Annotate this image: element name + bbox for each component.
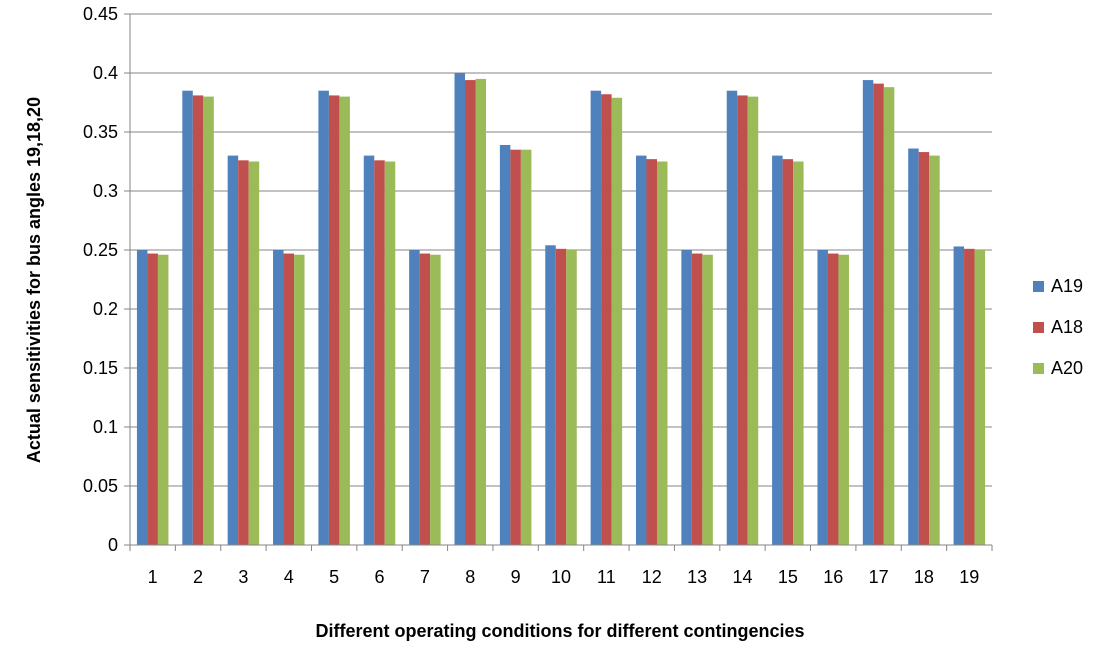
x-tick-label: 9 [511, 567, 521, 587]
y-tick-label: 0.2 [93, 299, 118, 319]
x-tick-label: 18 [914, 567, 934, 587]
bar-a19 [817, 250, 828, 545]
bar-a19 [545, 245, 556, 545]
bar-a18 [510, 149, 521, 545]
x-axis-title: Different operating conditions for diffe… [315, 621, 804, 641]
bar-a19 [227, 155, 239, 545]
x-tick-label: 14 [732, 567, 752, 587]
bar-a20 [929, 155, 940, 545]
x-tick-label: 12 [642, 567, 662, 587]
bar-a20 [702, 254, 713, 545]
x-tick-label: 15 [778, 567, 798, 587]
bar-a18 [918, 152, 930, 545]
bar-a18 [419, 253, 431, 546]
bar-a20 [974, 250, 986, 545]
x-tick-label: 16 [823, 567, 843, 587]
bar-a19 [318, 90, 329, 545]
y-tick-label: 0.3 [93, 181, 118, 201]
bar-a19 [273, 250, 284, 545]
x-tick-label: 11 [597, 567, 616, 587]
bar-a18 [691, 253, 703, 546]
bar-a20 [294, 254, 305, 545]
x-tick-label: 1 [148, 567, 158, 587]
bar-a18 [192, 95, 204, 546]
x-tick-label: 10 [551, 567, 571, 587]
x-tick-label: 13 [687, 567, 707, 587]
bar-a20 [157, 254, 169, 545]
y-tick-label: 0 [108, 535, 118, 555]
y-tick-label: 0.35 [83, 122, 118, 142]
legend-label-a18: A18 [1051, 317, 1083, 337]
bar-a19 [454, 73, 466, 545]
legend-swatch-a19 [1033, 281, 1044, 292]
bar-a18 [737, 95, 748, 546]
bar-a18 [873, 83, 884, 546]
bar-a19 [182, 90, 193, 545]
y-tick-label: 0.4 [93, 63, 118, 83]
x-tick-label: 8 [465, 567, 475, 587]
x-tick-label: 17 [869, 567, 889, 587]
bar-a19 [908, 148, 919, 545]
x-tick-label: 3 [238, 567, 248, 587]
x-tick-label: 7 [420, 567, 430, 587]
bar-a19 [136, 250, 148, 545]
legend-swatch-a18 [1033, 322, 1044, 333]
bar-a19 [635, 155, 647, 545]
bar-a18 [465, 80, 476, 545]
bar-a18 [964, 248, 975, 545]
bar-a20 [520, 149, 532, 545]
y-tick-label: 0.1 [93, 417, 118, 437]
bar-a19 [772, 155, 783, 545]
x-tick-label: 19 [959, 567, 979, 587]
axes [124, 13, 993, 551]
bar-a18 [555, 248, 567, 545]
x-tick-label: 5 [329, 567, 339, 587]
y-axis-title: Actual sensitivities for bus angles 19,1… [24, 97, 44, 463]
y-tick-label: 0.45 [83, 4, 118, 24]
bar-a20 [793, 161, 804, 545]
x-tick-label: 4 [284, 567, 294, 587]
legend-label-a19: A19 [1051, 276, 1083, 296]
bar-a19 [681, 250, 692, 545]
bars [136, 73, 986, 546]
bar-a19 [363, 155, 375, 545]
y-tick-label: 0.15 [83, 358, 118, 378]
bar-a19 [499, 144, 511, 546]
bar-a18 [283, 253, 295, 546]
bar-a20 [203, 96, 214, 545]
y-tick-label: 0.25 [83, 240, 118, 260]
bar-a19 [862, 80, 874, 545]
bar-a18 [328, 95, 340, 546]
legend-swatch-a20 [1033, 363, 1044, 374]
bar-a18 [827, 253, 839, 546]
y-tick-label: 0.05 [83, 476, 118, 496]
bar-a20 [611, 97, 623, 545]
bar-a20 [566, 250, 577, 545]
bar-a20 [339, 96, 350, 545]
bar-a20 [475, 78, 487, 546]
bar-a18 [601, 94, 612, 546]
bar-a20 [248, 161, 260, 545]
legend: A19 A18 A20 [1033, 276, 1083, 378]
bar-a20 [883, 87, 895, 545]
bar-a20 [384, 161, 396, 545]
x-tick-label: 6 [375, 567, 385, 587]
bar-a19 [953, 246, 965, 545]
bar-a19 [726, 90, 738, 545]
bar-a18 [782, 159, 794, 545]
bar-a20 [656, 161, 668, 545]
x-tick-label: 2 [193, 567, 203, 587]
bar-a18 [374, 160, 385, 545]
bar-a19 [409, 250, 420, 545]
bar-a18 [147, 253, 158, 546]
bar-a18 [238, 160, 249, 545]
bar-a18 [646, 159, 657, 545]
tick-labels: 00.050.10.150.20.250.30.350.40.451 2 3 4 5 6 7… [83, 4, 979, 587]
bar-a19 [590, 90, 602, 545]
bar-a20 [838, 254, 849, 545]
legend-label-a20: A20 [1051, 358, 1083, 378]
bar-a20 [430, 254, 441, 545]
bar-a20 [747, 96, 759, 545]
